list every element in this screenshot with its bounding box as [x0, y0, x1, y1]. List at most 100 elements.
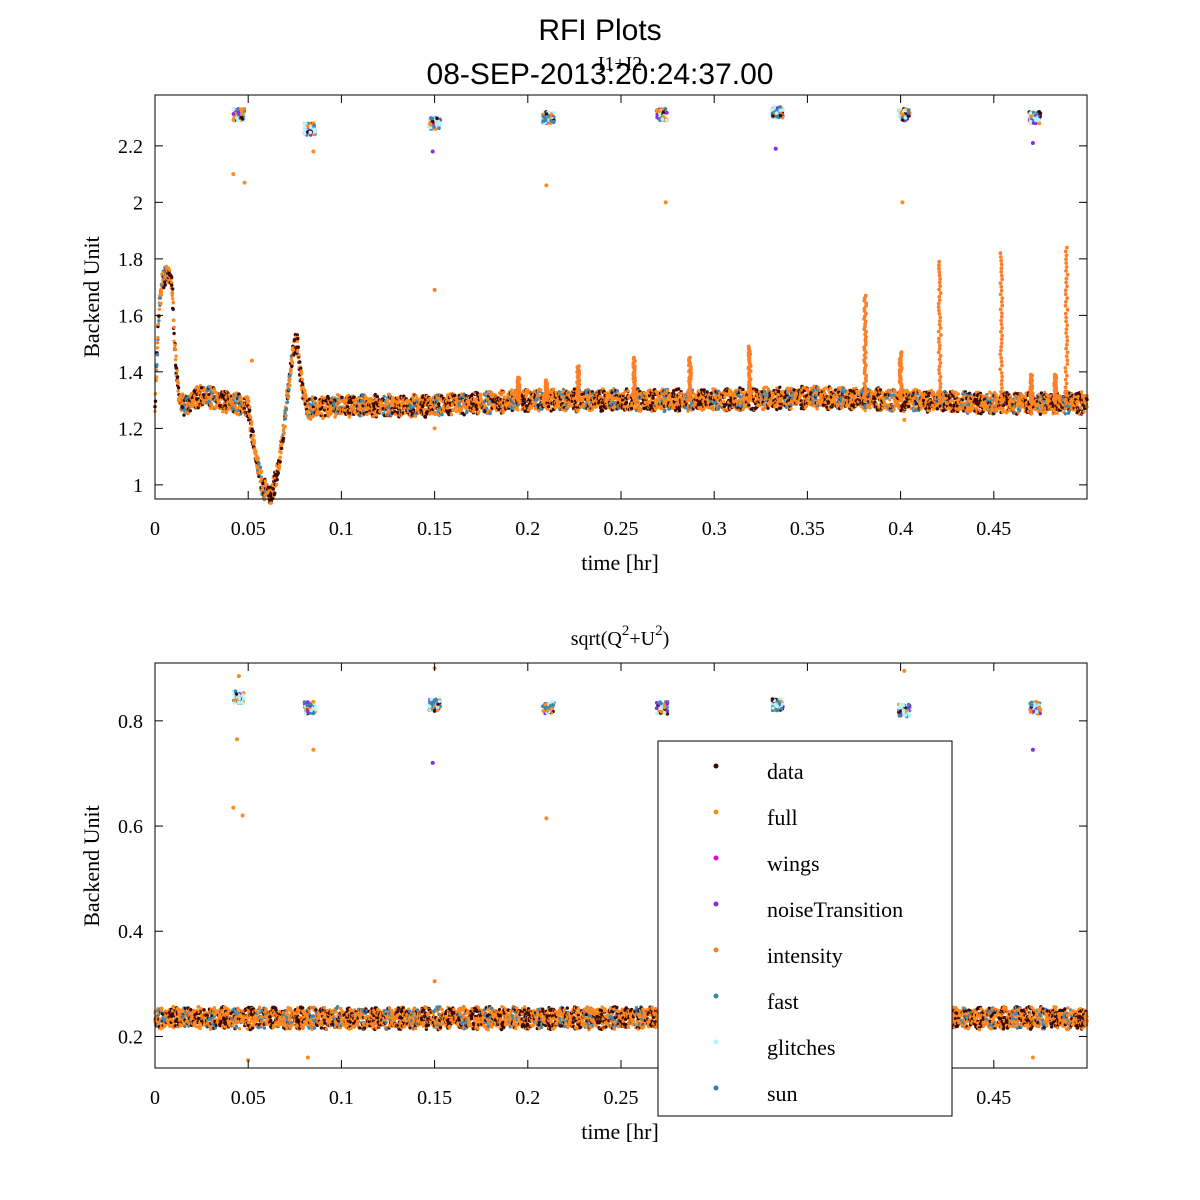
baseline-point — [284, 414, 288, 418]
baseline-point — [352, 395, 356, 399]
baseline-point — [242, 406, 246, 411]
baseline-point — [171, 297, 175, 301]
baseline-point — [224, 403, 228, 408]
baseline-point — [293, 351, 297, 355]
baseline-point — [297, 353, 301, 357]
baseline-point — [332, 403, 336, 407]
baseline-point — [779, 406, 783, 410]
plot-intensity-marks — [153, 104, 1089, 505]
baseline-point — [171, 301, 175, 305]
baseline-point — [254, 449, 258, 454]
baseline-point — [551, 387, 556, 391]
baseline-point — [170, 290, 174, 295]
baseline-point — [863, 408, 867, 413]
baseline-point — [536, 393, 540, 397]
baseline-point — [156, 335, 160, 340]
baseline-point — [209, 402, 214, 406]
baseline-point — [303, 402, 307, 406]
baseline-point — [155, 363, 159, 367]
baseline-point — [159, 293, 164, 297]
baseline-point — [275, 482, 279, 487]
baseline-point — [677, 387, 681, 391]
baseline-point — [273, 491, 277, 495]
baseline-point — [276, 471, 280, 475]
baseline-point — [182, 413, 186, 417]
baseline-point — [766, 406, 770, 410]
baseline-point — [283, 416, 288, 421]
baseline-point — [344, 399, 348, 403]
baseline-point — [522, 400, 527, 405]
baseline-point — [171, 287, 175, 291]
baseline-point — [762, 402, 767, 406]
baseline-point — [281, 436, 286, 441]
baseline-point — [207, 393, 211, 397]
baseline-point — [300, 372, 304, 376]
baseline-point — [159, 290, 164, 294]
baseline-point — [956, 392, 961, 396]
baseline-point — [257, 462, 261, 466]
baseline-point — [259, 469, 264, 473]
baseline-point — [275, 478, 279, 482]
baseline-point — [248, 405, 252, 409]
baseline-point — [281, 439, 285, 443]
baseline-point — [346, 393, 351, 397]
baseline-point — [176, 381, 180, 386]
baseline-point — [816, 386, 820, 390]
baseline-point — [667, 407, 671, 411]
baseline-point — [355, 397, 359, 401]
baseline-point — [423, 415, 428, 419]
baseline-point — [479, 393, 483, 398]
baseline-point — [546, 404, 551, 409]
baseline-point — [250, 422, 254, 427]
baseline-point — [892, 407, 896, 412]
baseline-point — [287, 380, 292, 384]
baseline-point — [260, 485, 265, 489]
baseline-point — [277, 467, 281, 471]
baseline-point — [155, 353, 160, 357]
baseline-point — [711, 408, 715, 412]
baseline-point — [174, 354, 178, 358]
baseline-point — [829, 386, 833, 390]
baseline-point — [157, 307, 162, 311]
baseline-point — [162, 285, 166, 290]
baseline-point — [282, 432, 286, 436]
baseline-point — [338, 400, 342, 404]
baseline-point — [471, 409, 476, 414]
baseline-point — [278, 455, 282, 459]
baseline-point — [615, 389, 619, 393]
baseline-point — [251, 429, 255, 434]
baseline-point — [231, 401, 236, 405]
baseline-point — [300, 377, 304, 382]
baseline-point — [815, 407, 819, 411]
baseline-point — [171, 318, 176, 322]
baseline-point — [722, 400, 726, 404]
baseline-point — [249, 415, 253, 420]
baseline-point — [499, 393, 503, 397]
baseline-point — [176, 389, 180, 393]
baseline-point — [251, 434, 256, 438]
baseline-point — [868, 406, 872, 410]
baseline-point — [369, 397, 374, 401]
baseline-point — [590, 408, 594, 412]
baseline-point — [290, 364, 294, 368]
baseline-point — [250, 420, 254, 424]
plot-intensity-title: I1+I2 — [598, 53, 643, 75]
baseline-point — [271, 487, 275, 491]
baseline-point — [663, 408, 667, 412]
baseline-point — [158, 296, 163, 300]
baseline-point — [437, 402, 441, 406]
baseline-point — [371, 414, 376, 419]
figure-date: 08-SEP-2013:20:24:37.00 — [427, 58, 774, 91]
baseline-point — [252, 440, 257, 445]
baseline-point — [747, 403, 751, 407]
baseline-point — [281, 428, 286, 433]
baseline-point — [172, 325, 176, 329]
baseline-point — [173, 343, 177, 347]
baseline-point — [172, 331, 176, 336]
baseline-point — [170, 280, 174, 285]
baseline-point — [155, 346, 160, 350]
baseline-point — [658, 395, 662, 399]
baseline-point — [340, 395, 344, 399]
figure-title: RFI Plots — [538, 14, 661, 47]
